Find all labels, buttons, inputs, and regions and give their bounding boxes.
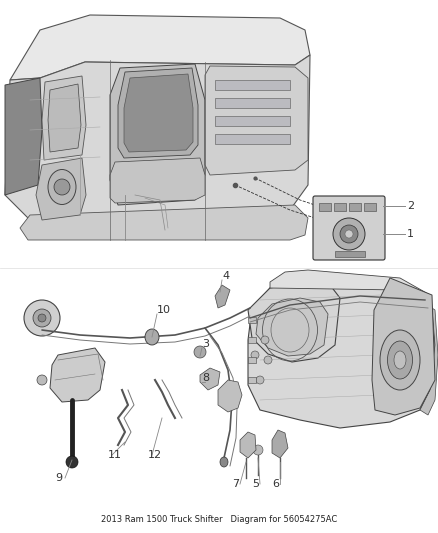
Text: 4: 4 bbox=[222, 271, 229, 281]
Text: 7: 7 bbox=[232, 479, 239, 489]
Polygon shape bbox=[372, 278, 435, 415]
FancyBboxPatch shape bbox=[313, 196, 385, 260]
Bar bbox=[335, 251, 365, 257]
Ellipse shape bbox=[48, 169, 76, 205]
Bar bbox=[364, 203, 376, 211]
Bar bbox=[248, 357, 256, 363]
Polygon shape bbox=[20, 205, 308, 240]
Polygon shape bbox=[215, 80, 290, 90]
Circle shape bbox=[37, 375, 47, 385]
Polygon shape bbox=[5, 55, 310, 235]
Polygon shape bbox=[270, 270, 432, 308]
Polygon shape bbox=[50, 348, 105, 402]
Polygon shape bbox=[248, 282, 340, 362]
Text: 8: 8 bbox=[202, 373, 209, 383]
Circle shape bbox=[251, 351, 259, 359]
Ellipse shape bbox=[220, 457, 228, 467]
Polygon shape bbox=[110, 64, 205, 205]
Circle shape bbox=[264, 356, 272, 364]
Ellipse shape bbox=[380, 330, 420, 390]
Polygon shape bbox=[272, 430, 288, 458]
Polygon shape bbox=[420, 308, 438, 415]
Text: 6: 6 bbox=[272, 479, 279, 489]
Polygon shape bbox=[200, 368, 220, 390]
Text: 5: 5 bbox=[252, 479, 259, 489]
Circle shape bbox=[66, 456, 78, 468]
Polygon shape bbox=[42, 76, 86, 160]
Ellipse shape bbox=[394, 351, 406, 369]
Bar bbox=[248, 337, 256, 343]
Polygon shape bbox=[118, 68, 198, 158]
Text: 1: 1 bbox=[407, 229, 414, 239]
Text: 3: 3 bbox=[202, 339, 209, 349]
Polygon shape bbox=[48, 84, 81, 152]
Circle shape bbox=[340, 225, 358, 243]
Circle shape bbox=[253, 445, 263, 455]
Circle shape bbox=[194, 346, 206, 358]
Circle shape bbox=[261, 336, 269, 344]
Bar bbox=[334, 203, 346, 211]
Text: 10: 10 bbox=[157, 305, 171, 315]
Circle shape bbox=[38, 314, 46, 322]
Polygon shape bbox=[36, 158, 86, 220]
Text: 11: 11 bbox=[108, 450, 122, 460]
Polygon shape bbox=[256, 298, 328, 356]
Bar bbox=[248, 377, 256, 383]
Text: 2013 Ram 1500 Truck Shifter   Diagram for 56054275AC: 2013 Ram 1500 Truck Shifter Diagram for … bbox=[101, 515, 337, 524]
Bar bbox=[248, 317, 256, 323]
Polygon shape bbox=[215, 98, 290, 108]
Polygon shape bbox=[205, 66, 308, 175]
Ellipse shape bbox=[388, 341, 413, 379]
Circle shape bbox=[333, 218, 365, 250]
Polygon shape bbox=[10, 15, 310, 80]
Circle shape bbox=[24, 300, 60, 336]
Polygon shape bbox=[5, 78, 42, 195]
Polygon shape bbox=[110, 158, 205, 203]
Bar bbox=[319, 203, 331, 211]
Polygon shape bbox=[240, 432, 256, 458]
Polygon shape bbox=[215, 285, 230, 308]
Text: 12: 12 bbox=[148, 450, 162, 460]
Circle shape bbox=[345, 230, 353, 238]
Text: 2: 2 bbox=[407, 201, 414, 211]
Circle shape bbox=[33, 309, 51, 327]
Bar bbox=[349, 203, 361, 211]
Polygon shape bbox=[124, 74, 193, 152]
Circle shape bbox=[54, 179, 70, 195]
Text: 9: 9 bbox=[55, 473, 62, 483]
Polygon shape bbox=[215, 116, 290, 126]
Polygon shape bbox=[215, 134, 290, 144]
Ellipse shape bbox=[145, 329, 159, 345]
Circle shape bbox=[256, 376, 264, 384]
Polygon shape bbox=[248, 282, 435, 428]
Polygon shape bbox=[218, 380, 242, 412]
